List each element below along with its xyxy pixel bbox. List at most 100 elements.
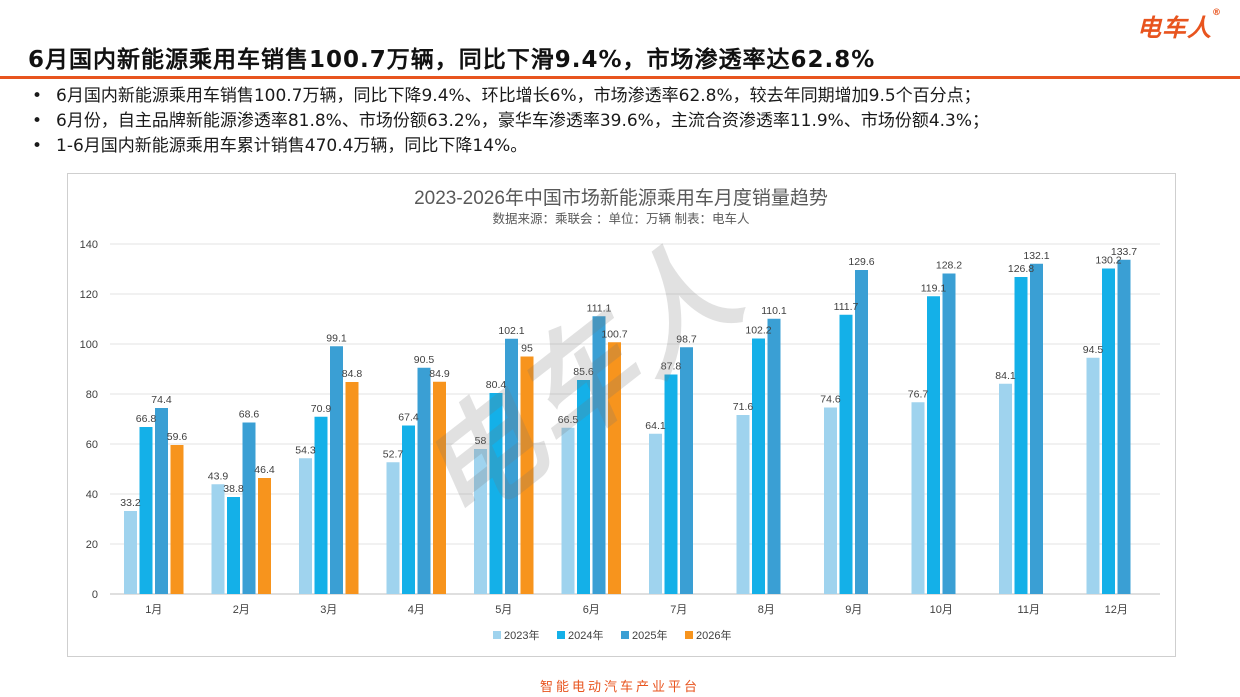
data-label: 38.8 xyxy=(223,483,244,495)
data-label: 66.5 xyxy=(558,414,579,426)
bar xyxy=(1014,277,1028,594)
data-label: 111.1 xyxy=(587,302,612,314)
bar xyxy=(561,427,575,594)
x-tick-label: 4月 xyxy=(408,604,425,616)
data-label: 84.1 xyxy=(995,370,1016,382)
bar xyxy=(211,484,225,594)
legend-label: 2025年 xyxy=(632,628,667,642)
title-divider xyxy=(0,76,1240,79)
bar xyxy=(1086,357,1100,594)
data-label: 130.2 xyxy=(1095,255,1121,267)
bar-chart: 2023-2026年中国市场新能源乘用车月度销量趋势 数据来源：乘联会 ：单位：… xyxy=(80,187,1160,642)
data-label: 99.1 xyxy=(326,332,347,344)
summary-bullets: 6月国内新能源乘用车销售100.7万辆，同比下降9.4%、环比增长6%，市场渗透… xyxy=(32,84,989,159)
bar xyxy=(911,402,925,594)
bar xyxy=(927,296,940,594)
y-tick-label: 40 xyxy=(86,489,98,501)
legend-swatch xyxy=(493,631,501,639)
legend-swatch xyxy=(557,631,565,639)
y-tick-label: 0 xyxy=(92,589,98,601)
bar xyxy=(736,415,750,594)
bar xyxy=(942,273,956,594)
data-label: 58 xyxy=(475,435,487,447)
y-tick-label: 20 xyxy=(86,539,98,551)
brand-logo: 电车人® xyxy=(1137,8,1222,42)
data-label: 85.6 xyxy=(573,366,594,378)
bar xyxy=(227,497,240,594)
bar xyxy=(433,381,446,594)
data-label: 111.7 xyxy=(834,301,859,313)
legend-label: 2024年 xyxy=(568,628,603,642)
x-tick-label: 7月 xyxy=(670,604,687,616)
data-label: 102.2 xyxy=(745,325,771,337)
footer-tagline: 智能电动汽车产业平台 xyxy=(539,680,700,695)
bar xyxy=(489,393,503,594)
bar xyxy=(474,449,487,594)
data-label: 54.3 xyxy=(295,444,316,456)
bar xyxy=(258,478,271,594)
bar xyxy=(330,346,343,594)
data-label: 110.1 xyxy=(761,305,787,317)
y-tick-label: 120 xyxy=(80,289,98,301)
chart-panel: 2023-2026年中国市场新能源乘用车月度销量趋势 数据来源：乘联会 ：单位：… xyxy=(67,173,1176,657)
x-tick-label: 10月 xyxy=(930,604,953,616)
bar xyxy=(520,356,534,594)
data-label: 102.1 xyxy=(498,325,524,337)
bar xyxy=(402,425,415,594)
data-label: 87.8 xyxy=(661,361,682,373)
data-label: 52.7 xyxy=(383,448,404,460)
data-label: 74.6 xyxy=(820,394,841,406)
data-label: 119.1 xyxy=(921,282,947,294)
data-label: 59.6 xyxy=(167,431,188,443)
bars xyxy=(124,259,1131,594)
bar xyxy=(139,427,153,594)
legend-swatch xyxy=(621,631,629,639)
bar xyxy=(608,342,621,594)
data-label: 90.5 xyxy=(414,354,435,366)
data-label: 64.1 xyxy=(645,420,666,432)
x-tick-label: 3月 xyxy=(320,604,337,616)
x-tick-label: 5月 xyxy=(495,604,512,616)
data-label: 94.5 xyxy=(1083,344,1104,356)
bar xyxy=(242,422,256,594)
data-label: 129.6 xyxy=(848,256,874,268)
data-label: 133.7 xyxy=(1111,246,1137,258)
bar xyxy=(124,511,137,594)
data-label: 128.2 xyxy=(936,260,962,272)
data-label: 70.9 xyxy=(311,403,332,415)
bar xyxy=(824,407,837,594)
bar xyxy=(664,374,678,594)
y-tick-label: 100 xyxy=(80,339,98,351)
bar xyxy=(1117,259,1131,594)
x-tick-label: 1月 xyxy=(145,604,162,616)
data-label: 67.4 xyxy=(398,412,419,424)
x-axis-ticks: 1月 2月 3月 4月 5月 6月 7月 8月 9月 10月 11月 12月 xyxy=(145,604,1128,616)
data-label: 66.8 xyxy=(136,413,157,425)
y-tick-label: 60 xyxy=(86,439,98,451)
bar xyxy=(680,347,693,594)
legend: 2023年 2024年 2025年 2026年 xyxy=(493,628,731,642)
data-label: 68.6 xyxy=(239,409,260,421)
data-label: 80.4 xyxy=(486,379,507,391)
data-label: 98.7 xyxy=(676,333,697,345)
bar xyxy=(999,383,1012,594)
bar xyxy=(314,416,328,594)
data-label: 46.4 xyxy=(254,464,275,476)
legend-swatch xyxy=(685,631,693,639)
bar xyxy=(299,458,312,594)
bar xyxy=(1102,268,1115,594)
legend-label: 2026年 xyxy=(696,628,731,642)
bar xyxy=(839,314,853,594)
bar xyxy=(417,367,431,594)
x-tick-label: 9月 xyxy=(845,604,862,616)
bar xyxy=(1030,263,1043,594)
bullet-item: 1-6月国内新能源乘用车累计销售470.4万辆，同比下降14%。 xyxy=(32,134,989,159)
bar xyxy=(855,270,868,594)
chart-subtitle: 数据来源：乘联会 ：单位：万辆 制表：电车人 xyxy=(493,211,750,226)
data-label: 74.4 xyxy=(151,394,172,406)
chart-title: 2023-2026年中国市场新能源乘用车月度销量趋势 xyxy=(414,187,828,209)
x-tick-label: 12月 xyxy=(1105,604,1128,616)
data-label: 132.1 xyxy=(1023,250,1049,262)
grid-lines xyxy=(110,243,1160,595)
bar xyxy=(386,462,400,594)
